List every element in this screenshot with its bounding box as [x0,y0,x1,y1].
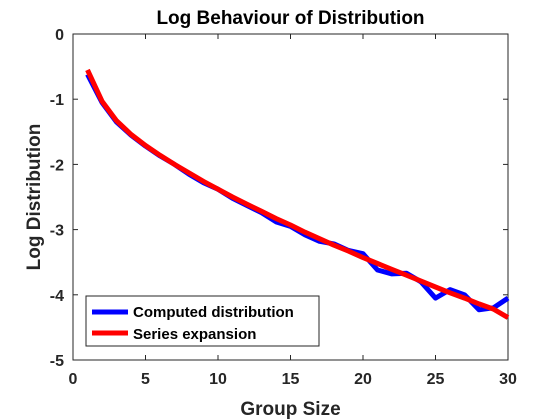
y-tick-label: 0 [55,27,64,44]
x-tick-label: 15 [282,371,300,388]
y-axis-ticks: 0 -1 -2 -3 -4 -5 [50,27,508,370]
y-tick-label: -3 [50,223,64,240]
series-lines [85,68,510,320]
x-tick-label: 10 [209,371,227,388]
legend-label-computed: Computed distribution [133,304,294,321]
x-tick-label: 0 [69,371,78,388]
x-tick-label: 25 [427,371,445,388]
x-tick-label: 20 [354,371,372,388]
legend: Computed distribution Series expansion [85,295,320,347]
legend-label-series: Series expansion [133,326,256,343]
y-tick-label: -1 [50,92,64,109]
series-line-expansion [85,68,510,320]
y-tick-label: -2 [50,157,64,174]
legend-box [85,295,320,347]
x-tick-label: 5 [141,371,150,388]
x-axis-ticks: 0 5 10 15 20 25 30 [69,34,517,388]
x-tick-label: 30 [499,371,517,388]
y-tick-label: -5 [50,353,64,370]
chart-title: Log Behaviour of Distribution [156,8,424,29]
y-tick-label: -4 [50,288,64,305]
y-axis-title: Log Distribution [24,124,45,271]
x-axis-title: Group Size [240,399,340,420]
